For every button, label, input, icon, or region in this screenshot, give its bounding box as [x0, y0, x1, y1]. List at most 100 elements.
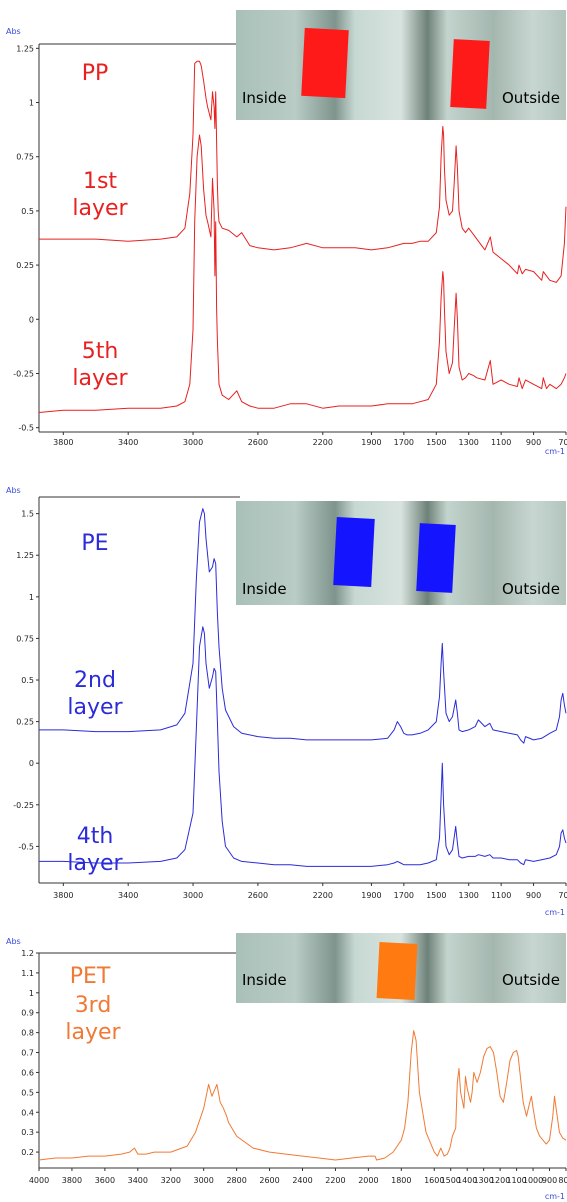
y-tick-label: 0.75 — [16, 153, 34, 162]
x-axis-unit-label: cm-1 — [545, 1192, 565, 1201]
x-tick-label: 1700 — [394, 438, 414, 447]
sample-photo — [236, 501, 566, 605]
x-tick-label: 3400 — [118, 438, 138, 447]
inset-inside-label: Inside — [242, 580, 287, 598]
spectrum-panel: -0.5 -0.25 0 0.25 0.5 0.75 1 1.25 3800 3400 3000 26… — [6, 10, 567, 456]
x-tick-label: 1600 — [424, 1176, 444, 1185]
spectrum-panel: 0.2 0.3 0.4 0.5 0.6 0.7 0.8 0.9 1 1.1 1.2 4000 3800 3… — [6, 933, 567, 1201]
x-tick-label: 800 — [558, 1176, 567, 1185]
y-tick-label: 1.5 — [21, 510, 34, 519]
x-tick-label: 1100 — [491, 438, 511, 447]
x-tick-label: 3800 — [53, 438, 73, 447]
x-tick-label: 1500 — [426, 891, 446, 900]
x-tick-label: 2200 — [313, 891, 333, 900]
spectrum-line — [39, 60, 567, 283]
layer-annotation: layer — [65, 1020, 121, 1045]
x-tick-label: 2200 — [313, 438, 333, 447]
y-tick-label: 1 — [29, 593, 34, 602]
y-tick-label: 0.5 — [21, 1088, 34, 1097]
x-tick-label: 2600 — [248, 891, 268, 900]
layer-annotation: layer — [72, 366, 128, 391]
y-tick-label: 0.4 — [21, 1108, 34, 1117]
x-tick-label: 900 — [526, 891, 541, 900]
x-tick-label: 3800 — [53, 891, 73, 900]
layer-annotation: 2nd — [74, 668, 116, 693]
layer-annotation: 5th — [82, 339, 119, 364]
y-tick-label: -0.5 — [18, 842, 34, 851]
x-tick-label: 3400 — [128, 1176, 148, 1185]
x-tick-label: 1100 — [491, 891, 511, 900]
y-tick-label: 1.25 — [16, 551, 34, 560]
x-tick-label: 1800 — [391, 1176, 411, 1185]
x-tick-label: 700 — [558, 891, 567, 900]
sample-photo-inset: Inside Outside — [236, 501, 566, 605]
x-tick-label: 3600 — [95, 1176, 115, 1185]
y-axis-label: Abs — [6, 937, 21, 946]
y-tick-label: -0.5 — [18, 424, 34, 433]
y-tick-label: -0.25 — [13, 801, 34, 810]
layer-annotation: 4th — [77, 824, 114, 849]
x-tick-label: 3800 — [62, 1176, 82, 1185]
polymer-label: PE — [81, 531, 108, 556]
x-tick-label: 4000 — [29, 1176, 49, 1185]
y-tick-label: 0.6 — [21, 1068, 34, 1077]
layer-position-marker — [376, 942, 418, 1000]
spectrum-line — [38, 134, 567, 413]
x-tick-label: 2800 — [226, 1176, 246, 1185]
x-tick-label: 1100 — [506, 1176, 526, 1185]
x-tick-label: 900 — [542, 1176, 557, 1185]
polymer-label: PET — [70, 964, 111, 989]
layer-annotation: layer — [72, 196, 128, 221]
x-tick-label: 1200 — [490, 1176, 510, 1185]
x-tick-label: 700 — [558, 438, 567, 447]
inset-outside-label: Outside — [502, 580, 560, 598]
y-tick-label: 0 — [29, 315, 34, 324]
layer-annotation: layer — [67, 695, 123, 720]
spectrum-line — [38, 1030, 567, 1161]
y-axis-label: Abs — [6, 27, 21, 36]
x-tick-label: 1400 — [457, 1176, 477, 1185]
x-tick-label: 1300 — [459, 438, 479, 447]
y-tick-label: 0.3 — [21, 1128, 34, 1137]
y-tick-label: 0.5 — [21, 676, 34, 685]
x-tick-label: 1500 — [441, 1176, 461, 1185]
y-tick-label: 0 — [29, 759, 34, 768]
x-tick-label: 1900 — [361, 438, 381, 447]
y-axis-label: Abs — [6, 486, 21, 495]
y-tick-label: 1 — [29, 99, 34, 108]
y-tick-label: 1.2 — [21, 949, 34, 958]
inset-outside-label: Outside — [502, 89, 560, 107]
x-axis-unit-label: cm-1 — [545, 447, 565, 456]
x-axis-unit-label: cm-1 — [545, 908, 565, 917]
y-tick-label: -0.25 — [13, 369, 34, 378]
y-tick-label: 1.1 — [21, 969, 34, 978]
x-tick-label: 2600 — [248, 438, 268, 447]
y-tick-label: 0.75 — [16, 634, 34, 643]
x-tick-label: 1000 — [523, 1176, 543, 1185]
y-tick-label: 0.7 — [21, 1049, 34, 1058]
spectrum-line — [39, 626, 567, 867]
layer-annotation: layer — [67, 851, 123, 876]
x-tick-label: 2600 — [259, 1176, 279, 1185]
y-tick-label: 1.25 — [16, 44, 34, 53]
layer-position-marker — [301, 27, 349, 99]
sample-photo-inset: Inside Outside — [236, 10, 566, 120]
x-tick-label: 900 — [526, 438, 541, 447]
y-tick-label: 0.5 — [21, 207, 34, 216]
y-tick-label: 0.8 — [21, 1029, 34, 1038]
layer-position-marker — [416, 523, 456, 593]
x-tick-label: 1500 — [426, 438, 446, 447]
inset-outside-label: Outside — [502, 971, 560, 989]
x-tick-label: 2400 — [292, 1176, 312, 1185]
y-tick-label: 1 — [29, 989, 34, 998]
y-tick-label: 0.25 — [16, 718, 34, 727]
spectrum-line — [39, 508, 567, 744]
x-tick-label: 1300 — [459, 891, 479, 900]
x-tick-label: 3000 — [183, 891, 203, 900]
layer-annotation: 3rd — [75, 993, 112, 1018]
x-tick-label: 1900 — [361, 891, 381, 900]
sample-photo — [236, 10, 566, 120]
x-tick-label: 1700 — [394, 891, 414, 900]
layer-annotation: 1st — [83, 169, 117, 194]
